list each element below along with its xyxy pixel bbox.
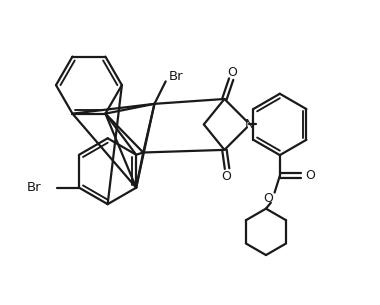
Text: Br: Br (27, 181, 42, 194)
Text: O: O (305, 169, 315, 182)
Text: O: O (263, 192, 273, 205)
Text: Br: Br (169, 70, 183, 83)
Text: O: O (222, 170, 231, 183)
Text: O: O (227, 66, 237, 79)
Text: N: N (245, 118, 254, 131)
